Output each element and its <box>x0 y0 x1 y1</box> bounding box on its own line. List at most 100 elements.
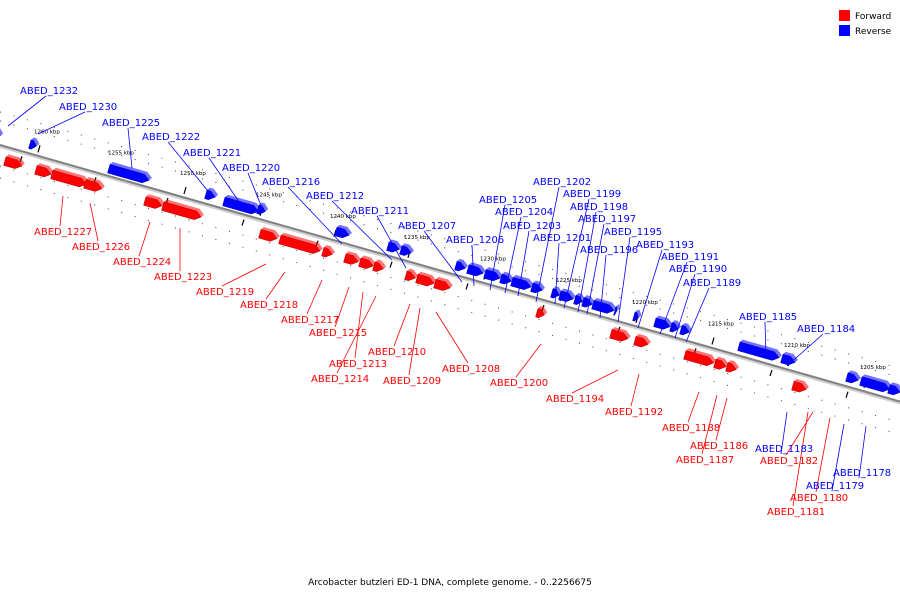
gene-arrow-body <box>845 372 859 384</box>
gene-label-abed-1199: ABED_1199 <box>563 189 621 200</box>
gene-arrow-body <box>591 300 615 314</box>
gene-arrow-top <box>553 286 563 296</box>
gene-arrow <box>3 154 25 169</box>
gene-arrow-top <box>636 333 651 345</box>
leader-line <box>393 303 411 347</box>
gene-arrow <box>499 271 515 285</box>
gene-arrow-body <box>510 276 532 290</box>
gene-arrow <box>28 137 40 150</box>
gene-arrow-top <box>594 297 617 311</box>
gene-arrow-body <box>791 381 807 393</box>
gene-label-abed-1186: ABED_1186 <box>690 441 748 452</box>
legend-label-forward: Forward <box>855 12 891 22</box>
gene-label-abed-1191: ABED_1191 <box>661 252 719 263</box>
leader-line <box>701 394 718 455</box>
leader-line <box>265 271 286 300</box>
gene-arrow-top <box>728 360 740 370</box>
leader-line <box>630 373 640 407</box>
gene-arrow-body <box>161 201 202 220</box>
gene-arrow <box>791 378 809 393</box>
gene-arrow-body <box>669 322 679 333</box>
gene-arrow-body <box>632 311 639 322</box>
gene-arrow <box>358 255 376 269</box>
gene-label-abed-1225: ABED_1225 <box>102 118 160 129</box>
gene-arrow-top <box>110 162 152 181</box>
gene-arrow-body <box>737 341 780 361</box>
gene-arrow-top <box>346 251 361 262</box>
gene-arrow-body <box>499 273 512 285</box>
gene-label-abed-1221: ABED_1221 <box>183 148 241 159</box>
leader-line <box>331 200 393 261</box>
gene-arrow-top <box>53 167 90 185</box>
leader-line <box>408 307 421 376</box>
gene-label-abed-1206: ABED_1206 <box>446 235 504 246</box>
gene-arrow-top <box>513 274 534 288</box>
gene-arrow <box>433 276 453 291</box>
gene-label-abed-1207: ABED_1207 <box>398 221 456 232</box>
gene-arrow <box>343 251 361 265</box>
kbp-tick-label: 1215 kbp <box>708 321 734 327</box>
gene-arrow-body <box>530 282 543 294</box>
gene-label-abed-1183: ABED_1183 <box>755 444 813 455</box>
gene-arrow <box>780 351 798 366</box>
gene-arrow-body <box>343 253 359 265</box>
leader-line <box>815 417 831 493</box>
gene-arrow-body <box>3 156 23 169</box>
gene-arrow-body <box>433 279 451 291</box>
gene-arrow-body <box>725 362 737 373</box>
gene-arrow-body <box>780 353 796 366</box>
legend-swatch-forward <box>839 10 850 21</box>
gene-arrow-top <box>635 309 642 318</box>
gene-label-abed-1217: ABED_1217 <box>281 315 339 326</box>
gene-label-abed-1215: ABED_1215 <box>309 328 367 339</box>
gene-arrow-body <box>399 245 412 256</box>
gene-arrow-top <box>324 245 336 255</box>
gene-arrow <box>334 224 352 239</box>
gene-label-abed-1204: ABED_1204 <box>495 207 553 218</box>
gene-arrow-body <box>581 297 593 308</box>
leader-line <box>221 263 267 287</box>
minor-tick <box>389 261 393 268</box>
gene-arrow-top <box>225 194 262 212</box>
leader-line <box>685 287 710 343</box>
gene-arrow <box>143 194 165 209</box>
gene-label-abed-1195: ABED_1195 <box>604 227 662 238</box>
leader-line <box>37 111 86 135</box>
leader-line <box>127 127 133 169</box>
leader-line <box>571 369 619 394</box>
gene-label-abed-1192: ABED_1192 <box>605 407 663 418</box>
leader-line <box>637 249 663 329</box>
leader-line <box>287 186 343 245</box>
gene-arrow-body <box>258 229 278 242</box>
kbp-tick-label: 1250 kbp <box>180 171 206 177</box>
gene-label-abed-1181: ABED_1181 <box>767 507 825 518</box>
backbone-line <box>0 144 900 403</box>
guide-line <box>0 120 900 378</box>
gene-arrow <box>161 199 204 220</box>
kbp-tick-label: 1235 kbp <box>404 235 430 241</box>
gene-label-abed-1218: ABED_1218 <box>240 300 298 311</box>
gene-arrow-body <box>256 204 266 215</box>
gene-arrow <box>386 239 403 253</box>
legend-label-reverse: Reverse <box>855 27 892 37</box>
leader-line <box>831 423 845 492</box>
leader-line <box>7 95 47 127</box>
gene-label-abed-1198: ABED_1198 <box>570 202 628 213</box>
leader-line <box>792 411 809 507</box>
gene-arrow <box>0 126 4 140</box>
leader-line <box>247 172 263 209</box>
gene-label-abed-1220: ABED_1220 <box>222 163 280 174</box>
gene-label-abed-1196: ABED_1196 <box>580 245 638 256</box>
gene-label-abed-1224: ABED_1224 <box>113 257 171 268</box>
leader-line <box>334 286 350 328</box>
gene-label-abed-1216: ABED_1216 <box>262 177 320 188</box>
gene-label-abed-1211: ABED_1211 <box>351 206 409 217</box>
gene-arrow <box>633 333 651 348</box>
gene-arrow <box>669 320 682 333</box>
gene-arrow-body <box>887 384 900 396</box>
leader-line <box>336 295 377 374</box>
gene-arrow <box>737 339 782 361</box>
gene-arrow <box>609 327 631 342</box>
gene-arrow-top <box>0 126 4 136</box>
backbone-shadow <box>0 145 900 405</box>
